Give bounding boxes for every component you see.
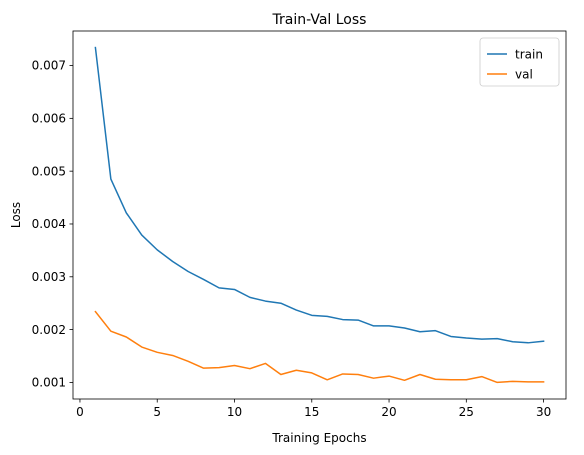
y-tick-label: 0.006 (32, 112, 66, 126)
x-tick-label: 20 (381, 405, 396, 419)
legend-label-val: val (515, 67, 533, 81)
y-tick-label: 0.005 (32, 164, 66, 178)
x-tick-label: 0 (76, 405, 84, 419)
y-tick-label: 0.003 (32, 270, 66, 284)
y-axis: 0.001 0.002 0.003 0.004 0.005 0.006 0.007 (32, 59, 73, 390)
x-tick-label: 15 (304, 405, 319, 419)
chart-title: Train-Val Loss (272, 12, 367, 28)
x-tick-label: 30 (536, 405, 551, 419)
series-line-val (94, 310, 545, 384)
legend-label-train: train (515, 47, 543, 61)
y-tick-label: 0.002 (32, 323, 66, 337)
x-tick-label: 5 (153, 405, 161, 419)
y-tick-label: 0.001 (32, 376, 66, 390)
x-tick-label: 10 (227, 405, 242, 419)
y-axis-label: Loss (9, 202, 23, 228)
x-tick-label: 25 (459, 405, 474, 419)
y-tick-label: 0.004 (32, 217, 66, 231)
x-axis: 0 5 10 15 20 25 30 (76, 399, 551, 419)
y-tick-label: 0.007 (32, 59, 66, 73)
legend: train val (479, 37, 560, 87)
plot-area (94, 46, 545, 384)
x-axis-label: Training Epochs (271, 431, 366, 445)
series-line-train (94, 46, 545, 344)
plot-frame (72, 30, 567, 400)
